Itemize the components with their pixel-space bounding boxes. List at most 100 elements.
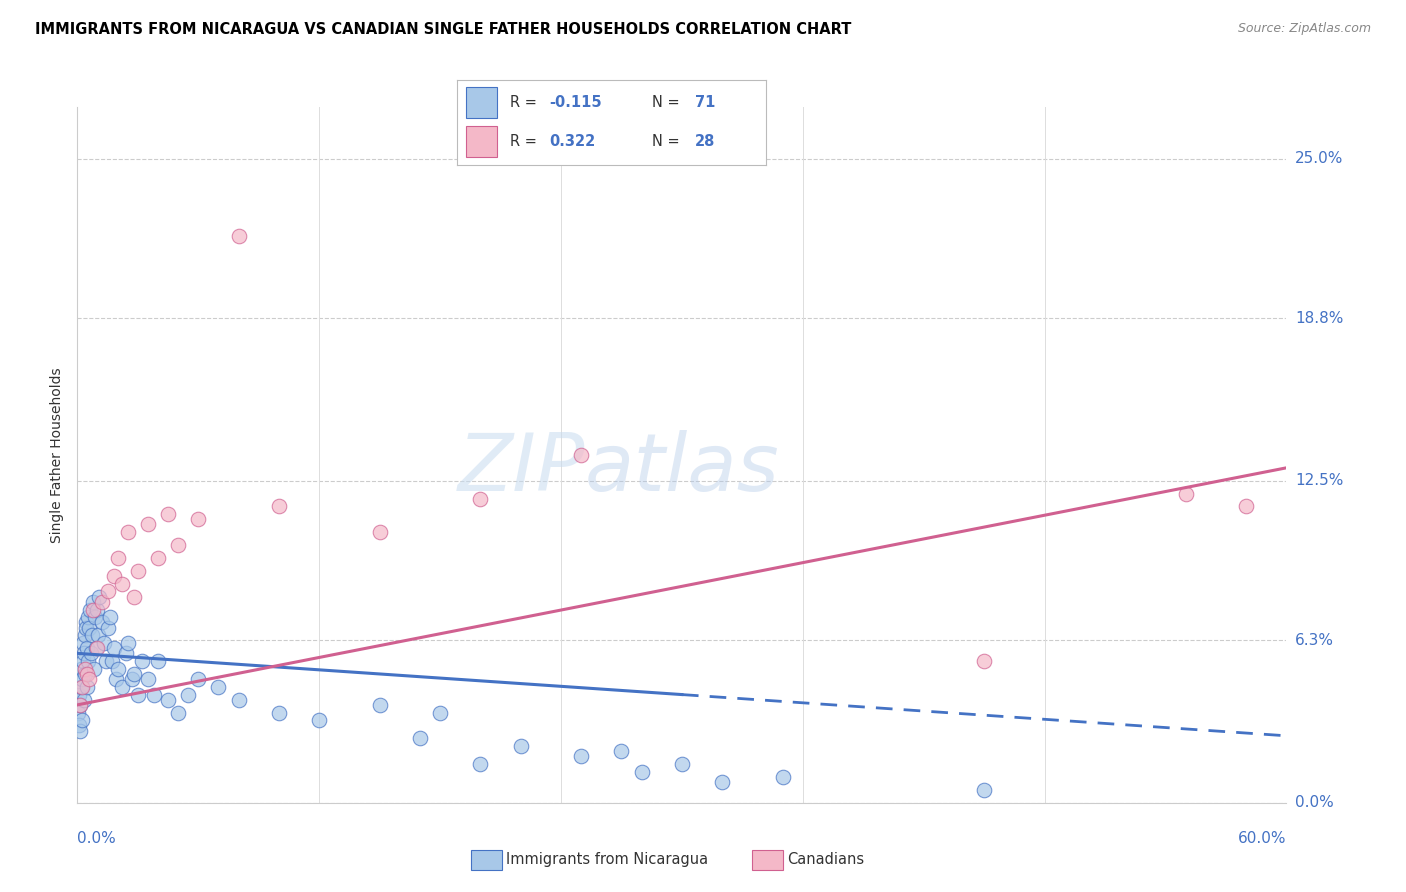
Point (82, 602, 104, 616)
Text: atlas: atlas (585, 430, 780, 508)
Y-axis label: Single Father Households: Single Father Households (51, 368, 65, 542)
Text: 6.3%: 6.3% (1295, 633, 1334, 648)
Point (127, 688, 149, 702)
Point (69, 723, 91, 738)
Point (630, 764, 652, 779)
Point (72, 672, 94, 686)
Point (103, 569, 125, 583)
Point (70, 662, 93, 676)
Point (136, 517, 159, 532)
Point (89, 590, 111, 604)
Bar (467, 126, 498, 157)
Point (127, 564, 149, 578)
Point (308, 714, 330, 728)
Point (267, 706, 290, 720)
Point (82, 628, 104, 642)
Point (146, 654, 169, 668)
Text: R =: R = (509, 95, 541, 110)
Text: N =: N = (652, 95, 685, 110)
Point (111, 680, 134, 694)
Point (90, 595, 112, 609)
Point (75, 662, 97, 676)
Point (228, 228, 250, 243)
Point (76, 610, 98, 624)
Point (973, 654, 995, 668)
Point (117, 525, 139, 540)
Text: 60.0%: 60.0% (1239, 830, 1286, 846)
Point (117, 636, 139, 650)
Text: 0.0%: 0.0% (77, 830, 117, 846)
Point (67, 718, 90, 732)
Text: IMMIGRANTS FROM NICARAGUA VS CANADIAN SINGLE FATHER HOUSEHOLDS CORRELATION CHART: IMMIGRANTS FROM NICARAGUA VS CANADIAN SI… (35, 22, 852, 37)
Point (711, 775, 734, 789)
Point (136, 672, 159, 686)
Text: 25.0%: 25.0% (1295, 151, 1343, 166)
Point (207, 680, 229, 694)
Point (94, 654, 117, 668)
Point (368, 525, 391, 540)
Point (409, 731, 432, 746)
Point (76, 667, 98, 681)
Text: N =: N = (652, 134, 685, 149)
Point (569, 448, 592, 462)
Text: 0.322: 0.322 (550, 134, 596, 149)
Point (671, 757, 693, 772)
Point (1234, 500, 1257, 514)
Point (107, 551, 129, 566)
Point (98, 610, 121, 624)
Point (103, 641, 125, 656)
Point (1174, 486, 1197, 500)
Point (167, 538, 190, 552)
Point (122, 590, 145, 604)
Point (131, 654, 153, 668)
Point (470, 757, 492, 772)
Point (87, 628, 110, 642)
Text: 0.0%: 0.0% (1295, 796, 1333, 810)
Text: 71: 71 (695, 95, 716, 110)
Point (77, 654, 100, 668)
Bar (467, 87, 498, 118)
Point (104, 672, 127, 686)
Point (73, 692, 96, 706)
Point (228, 692, 250, 706)
Text: 12.5%: 12.5% (1295, 473, 1343, 488)
Text: R =: R = (509, 134, 541, 149)
Point (96, 621, 118, 635)
Text: 28: 28 (695, 134, 716, 149)
Point (177, 688, 200, 702)
Point (79, 672, 101, 686)
Point (107, 662, 129, 676)
Point (267, 500, 290, 514)
Point (93, 636, 115, 650)
Point (111, 576, 134, 591)
Point (772, 770, 794, 784)
Text: Immigrants from Nicaragua: Immigrants from Nicaragua (506, 853, 709, 867)
Point (368, 698, 391, 712)
Point (470, 491, 492, 506)
Point (83, 662, 105, 676)
Point (76, 641, 98, 656)
Point (82, 595, 104, 609)
Point (67, 688, 90, 702)
Text: 18.8%: 18.8% (1295, 310, 1343, 326)
Point (146, 551, 169, 566)
Point (70, 714, 93, 728)
Point (86, 602, 108, 616)
Point (76, 680, 98, 694)
Point (122, 667, 145, 681)
Point (69, 698, 91, 712)
Point (187, 672, 209, 686)
Point (167, 706, 190, 720)
Text: -0.115: -0.115 (550, 95, 602, 110)
Point (67, 706, 90, 720)
Point (187, 512, 209, 526)
Point (610, 744, 633, 758)
Point (73, 646, 96, 660)
Point (90, 615, 112, 630)
Point (69, 698, 91, 712)
Point (157, 692, 180, 706)
Point (75, 621, 97, 635)
Point (429, 706, 451, 720)
Point (114, 646, 136, 660)
Point (72, 636, 94, 650)
